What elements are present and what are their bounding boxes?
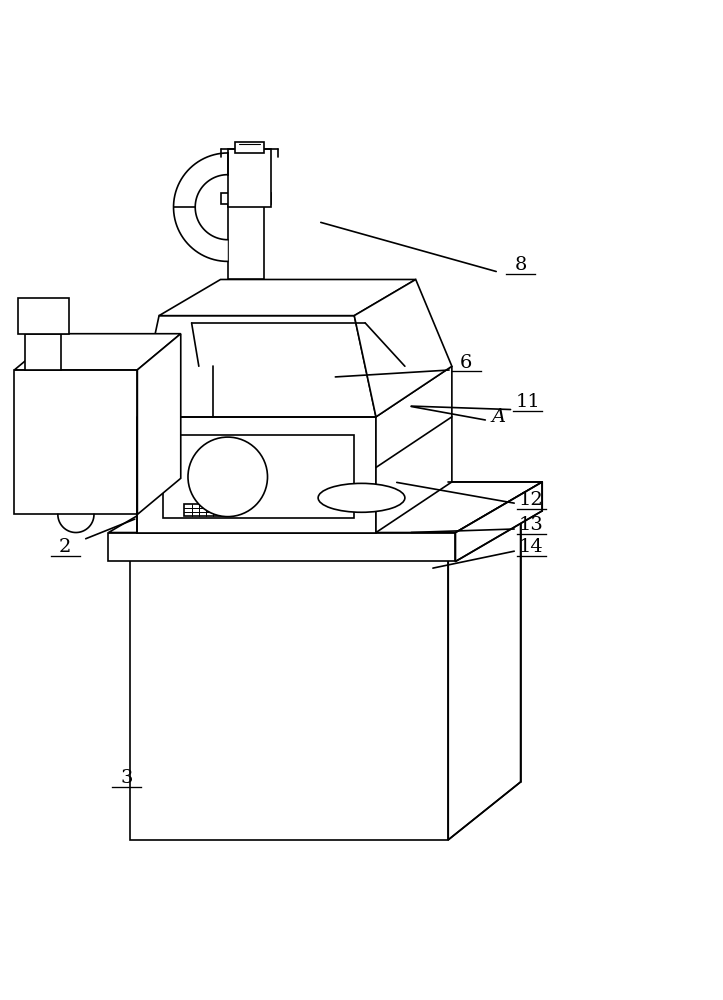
Text: 12: 12 (519, 491, 544, 509)
Polygon shape (184, 504, 228, 516)
Polygon shape (163, 435, 354, 518)
Polygon shape (221, 473, 235, 478)
Polygon shape (137, 417, 376, 533)
Polygon shape (137, 334, 181, 514)
Text: 13: 13 (519, 516, 544, 534)
Text: 14: 14 (519, 538, 544, 556)
Polygon shape (235, 142, 264, 153)
Circle shape (188, 437, 268, 517)
Ellipse shape (318, 483, 405, 512)
Polygon shape (225, 458, 231, 462)
Polygon shape (159, 279, 416, 316)
Polygon shape (25, 334, 61, 370)
Polygon shape (108, 482, 542, 533)
Polygon shape (137, 316, 376, 417)
Text: A: A (492, 408, 506, 426)
Text: 6: 6 (460, 354, 473, 372)
Polygon shape (18, 298, 69, 334)
Text: 3: 3 (120, 769, 133, 787)
Polygon shape (455, 482, 542, 561)
Polygon shape (108, 533, 455, 561)
Text: 2: 2 (59, 538, 72, 556)
Polygon shape (137, 366, 452, 417)
Text: 11: 11 (515, 393, 540, 411)
Polygon shape (354, 279, 452, 417)
Polygon shape (228, 149, 271, 207)
Polygon shape (448, 500, 521, 840)
Polygon shape (14, 334, 181, 370)
Text: 8: 8 (514, 256, 527, 274)
Polygon shape (130, 500, 521, 558)
Polygon shape (221, 193, 271, 204)
Polygon shape (222, 462, 234, 473)
Polygon shape (228, 200, 264, 279)
Polygon shape (376, 366, 452, 533)
Polygon shape (130, 558, 448, 840)
Polygon shape (14, 370, 137, 514)
